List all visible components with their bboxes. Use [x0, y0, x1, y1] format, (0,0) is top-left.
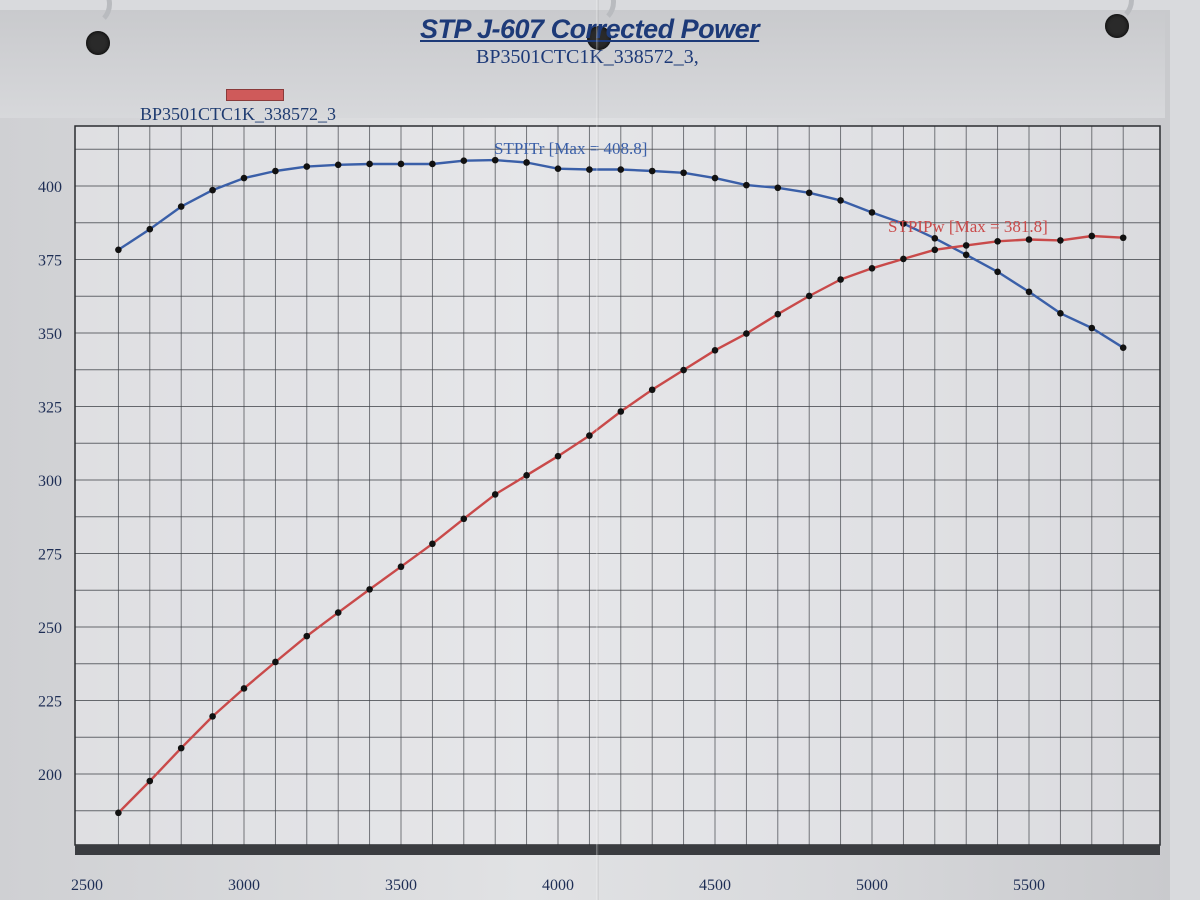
- data-point-stpipw: [837, 276, 844, 283]
- data-point-stpitr: [115, 246, 122, 254]
- x-tick-label: 3500: [385, 877, 417, 894]
- data-point-stpipw: [460, 515, 468, 523]
- data-point-stpipw: [240, 685, 248, 692]
- data-point-stpitr: [240, 174, 248, 182]
- data-point-stpipw: [146, 777, 154, 785]
- x-tick-label: 4000: [542, 877, 574, 894]
- data-point-stpitr: [397, 160, 405, 168]
- data-point-stpitr: [1057, 310, 1064, 317]
- y-tick-label: 350: [38, 326, 62, 343]
- binder-ring-center: [576, 0, 616, 24]
- data-point-stpitr: [366, 160, 373, 168]
- data-point-stpipw: [868, 265, 876, 272]
- data-point-stpipw: [303, 632, 311, 640]
- data-point-stpitr: [177, 203, 185, 210]
- legend-label: BP3501CTC1K_338572_3: [140, 104, 337, 124]
- data-point-stpitr: [743, 181, 750, 189]
- data-point-stpitr: [146, 225, 154, 233]
- data-point-stpitr: [554, 165, 562, 172]
- data-point-stpitr: [1088, 324, 1096, 332]
- data-point-stpipw: [1025, 236, 1033, 243]
- data-point-stpitr: [209, 186, 216, 194]
- chart-subtitle: BP3501CTC1K_338572_3,: [476, 46, 699, 68]
- data-point-stpipw: [617, 408, 625, 415]
- data-point-stpitr: [334, 161, 342, 169]
- x-tick-label: 5500: [1013, 877, 1045, 894]
- page-fold: [596, 0, 599, 900]
- y-tick-label: 275: [38, 547, 62, 564]
- data-point-stpipw: [994, 237, 1001, 245]
- data-point-stpipw: [1057, 237, 1064, 244]
- data-point-stpitr: [900, 220, 907, 227]
- data-point-stpitr: [868, 209, 876, 216]
- data-point-stpitr: [648, 167, 656, 175]
- data-point-stpitr: [774, 184, 782, 192]
- data-point-stpitr: [1025, 288, 1033, 296]
- data-point-stpitr: [523, 159, 530, 166]
- y-tick-label: 250: [38, 620, 62, 637]
- binder-hole-center: [587, 26, 611, 50]
- y-tick-label: 375: [38, 253, 62, 270]
- data-point-stpipw: [1088, 232, 1096, 240]
- x-tick-label: 2500: [71, 877, 103, 894]
- data-point-stpitr: [931, 235, 939, 242]
- x-tick-label: 3000: [228, 877, 260, 894]
- data-point-stpipw: [805, 292, 813, 300]
- data-point-stpitr: [994, 268, 1001, 276]
- data-point-stpipw: [177, 744, 185, 752]
- data-point-stpitr: [586, 166, 593, 173]
- data-point-stpitr: [805, 189, 813, 197]
- chart-title: STP J-607 Corrected Power: [420, 14, 760, 44]
- data-point-stpipw: [397, 563, 405, 571]
- x-tick-label: 5000: [856, 877, 888, 894]
- data-point-stpipw: [209, 713, 216, 720]
- data-point-stpitr: [1119, 344, 1127, 352]
- legend-swatch: [226, 89, 284, 101]
- data-point-stpipw: [1119, 234, 1127, 242]
- y-tick-label: 300: [38, 473, 62, 490]
- y-tick-label: 400: [38, 179, 62, 196]
- data-point-stpipw: [272, 658, 279, 666]
- data-point-stpipw: [586, 432, 593, 439]
- data-point-stpipw: [523, 471, 530, 479]
- plot-area: [75, 126, 1160, 845]
- data-point-stpitr: [303, 163, 311, 170]
- data-point-stpitr: [429, 160, 436, 168]
- peak-label-stpitr: STPITr [Max = 408.8]: [494, 139, 647, 158]
- x-tick-label: 4500: [699, 877, 731, 894]
- data-point-stpipw: [491, 491, 499, 498]
- data-point-stpitr: [711, 174, 719, 182]
- data-point-stpipw: [743, 330, 750, 337]
- data-point-stpitr: [617, 166, 625, 173]
- binder-ring-left: [72, 0, 112, 26]
- data-point-stpipw: [931, 246, 939, 254]
- data-point-stpipw: [680, 366, 687, 374]
- data-point-stpitr: [837, 197, 844, 204]
- y-tick-label: 325: [38, 400, 62, 417]
- data-point-stpitr: [272, 167, 279, 175]
- data-point-stpipw: [900, 255, 907, 263]
- data-point-stpipw: [774, 310, 782, 318]
- data-point-stpipw: [366, 586, 373, 593]
- data-point-stpitr: [680, 169, 687, 177]
- header-band: [0, 10, 1165, 118]
- data-point-stpipw: [711, 347, 719, 354]
- data-point-stpipw: [115, 809, 122, 817]
- data-point-stpitr: [460, 157, 468, 165]
- data-point-stpipw: [429, 540, 436, 548]
- y-tick-label: 200: [38, 767, 62, 784]
- data-point-stpipw: [648, 386, 656, 394]
- y-tick-label: 225: [38, 694, 62, 711]
- plot-bottom-shadow: [75, 845, 1160, 855]
- data-point-stpitr: [962, 251, 970, 259]
- data-point-stpitr: [491, 156, 499, 164]
- peak-label-stpipw: STPIPw [Max = 381.8]: [888, 217, 1048, 236]
- binder-hole-left: [86, 31, 110, 55]
- data-point-stpipw: [962, 242, 970, 249]
- data-point-stpipw: [334, 609, 342, 616]
- data-point-stpipw: [554, 452, 562, 460]
